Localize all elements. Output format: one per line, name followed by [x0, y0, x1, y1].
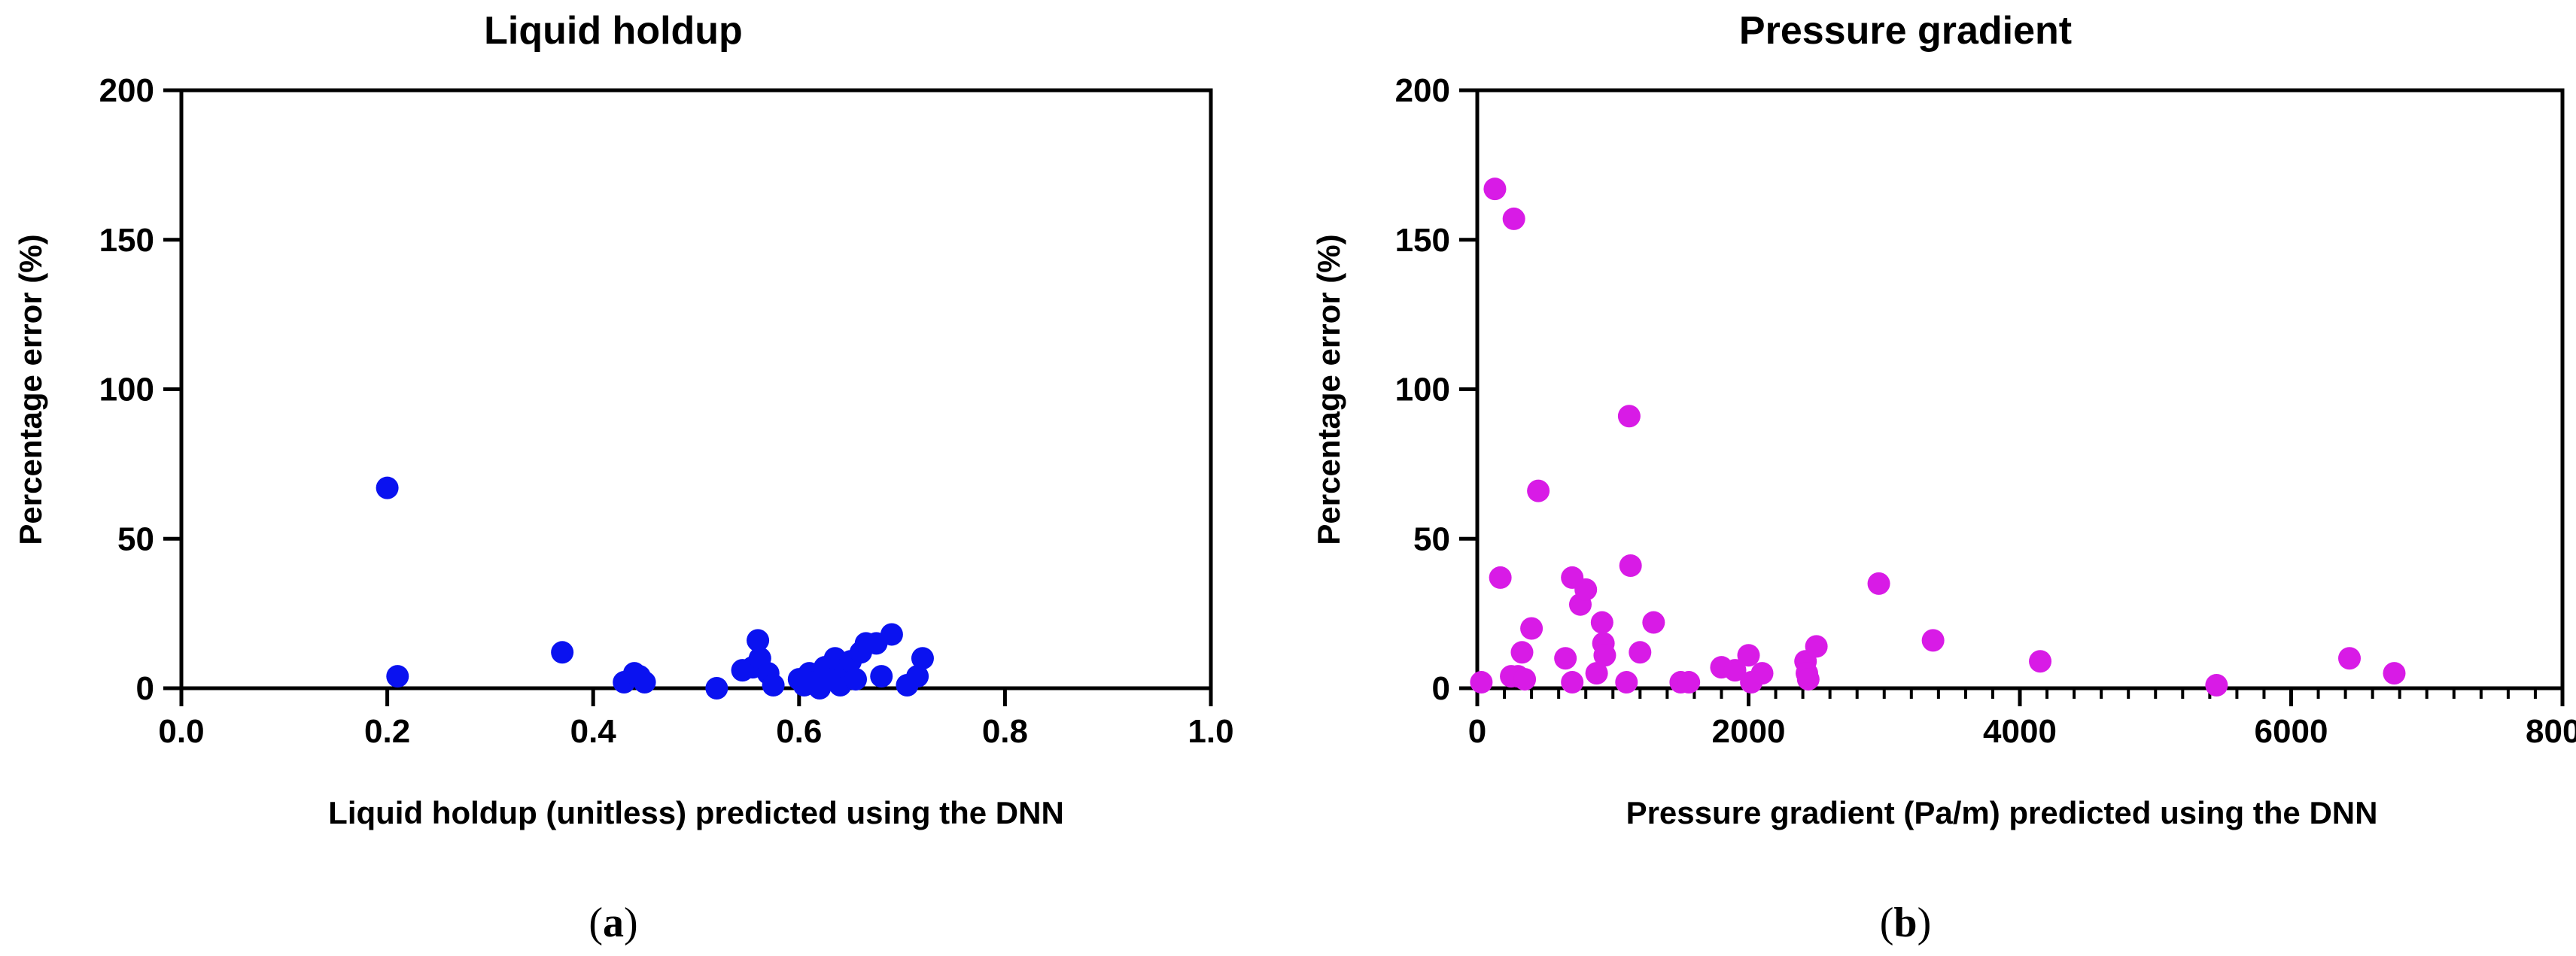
x-tick-label-a: 0.4	[570, 713, 617, 750]
data-point-b	[1527, 479, 1550, 502]
y-tick-label-b: 0	[1432, 670, 1450, 707]
y-tick-label-b: 150	[1395, 222, 1450, 259]
panel-letter-b: b	[1893, 900, 1917, 946]
data-point-a	[762, 674, 785, 697]
data-point-b	[2338, 647, 2362, 670]
data-point-a	[386, 665, 409, 688]
x-tick-label-a: 0.2	[364, 713, 410, 750]
data-point-b	[1489, 566, 1512, 589]
data-point-b	[2029, 650, 2052, 673]
data-point-b	[1737, 644, 1760, 667]
data-point-a	[844, 668, 868, 691]
x-tick-label-b: 0	[1468, 713, 1486, 750]
data-point-b	[1629, 641, 1652, 664]
data-point-a	[880, 623, 903, 646]
data-point-a	[870, 665, 893, 688]
x-axis-label-a: Liquid holdup (unitless) predicted using…	[328, 795, 1064, 830]
data-point-b	[1513, 668, 1537, 691]
data-point-b	[1593, 644, 1616, 667]
data-point-b	[1574, 578, 1598, 601]
data-point-b	[1750, 662, 1774, 685]
data-point-b	[2383, 662, 2406, 685]
data-point-b	[1483, 178, 1507, 201]
data-point-a	[376, 476, 399, 499]
data-point-b	[1617, 405, 1641, 428]
data-point-b	[1502, 207, 1525, 230]
y-tick-label-b: 200	[1395, 72, 1450, 109]
plot-frame-a	[179, 88, 1213, 690]
y-tick-label-b: 100	[1395, 372, 1450, 408]
data-point-a	[911, 647, 934, 670]
data-point-b	[1590, 611, 1613, 634]
x-tick-label-b: 6000	[2255, 713, 2328, 750]
data-points-a	[376, 476, 934, 700]
x-tick-label-a: 0.8	[982, 713, 1028, 750]
y-tick-label-a: 50	[117, 520, 154, 557]
data-points-b	[1470, 178, 2406, 697]
data-point-b	[1520, 617, 1543, 640]
x-tick-label-b: 4000	[1983, 713, 2057, 750]
data-point-b	[1723, 659, 1747, 682]
x-tick-label-a: 0.0	[158, 713, 204, 750]
data-point-b	[1796, 668, 1820, 691]
data-point-a	[633, 671, 656, 694]
y-tick-label-a: 150	[99, 222, 154, 259]
data-point-b	[2205, 674, 2228, 697]
panel-label-a: (a)	[588, 900, 637, 946]
data-point-b	[1561, 671, 1584, 694]
data-point-b	[1470, 671, 1493, 694]
panel-label-b: (b)	[1880, 900, 1931, 946]
data-point-b	[1619, 554, 1642, 578]
data-point-b	[1642, 611, 1665, 634]
x-tick-label-a: 0.6	[776, 713, 822, 750]
y-tick-label-a: 100	[99, 372, 154, 408]
x-tick-label-b: 2000	[1712, 713, 1786, 750]
chart-title-a: Liquid holdup	[484, 9, 743, 53]
x-tick-label-a: 1.0	[1188, 713, 1233, 750]
y-axis-label-b: Percentage error (%)	[1311, 234, 1346, 545]
data-point-b	[1510, 641, 1534, 664]
y-tick-label-a: 0	[136, 670, 154, 707]
axis-ticks-a: 0.0 0.2 0.4 0.6 0.8 1.0 0 50 100 150 200	[99, 72, 1234, 750]
panel-a: Liquid holdup 0.0 0.2 0.4 0.6 0.8 1.0 0 50 100 15…	[13, 9, 1234, 946]
data-point-b	[1554, 647, 1577, 670]
data-point-a	[551, 641, 574, 664]
plot-frame-b	[1475, 88, 2565, 690]
panel-letter-a: a	[603, 900, 624, 946]
data-point-b	[1921, 629, 1945, 652]
y-tick-label-a: 200	[99, 72, 154, 109]
y-axis-label-a: Percentage error (%)	[13, 234, 48, 545]
chart-title-b: Pressure gradient	[1739, 9, 2072, 53]
data-point-a	[906, 665, 929, 688]
data-point-a	[747, 629, 770, 652]
data-point-b	[1677, 671, 1701, 694]
y-tick-label-b: 50	[1413, 520, 1450, 557]
x-axis-label-b: Pressure gradient (Pa/m) predicted using…	[1626, 795, 2378, 830]
data-point-b	[1805, 635, 1828, 658]
data-point-b	[1615, 671, 1638, 694]
data-point-a	[705, 677, 728, 700]
data-point-b	[1867, 572, 1890, 595]
data-point-b	[1585, 662, 1608, 685]
